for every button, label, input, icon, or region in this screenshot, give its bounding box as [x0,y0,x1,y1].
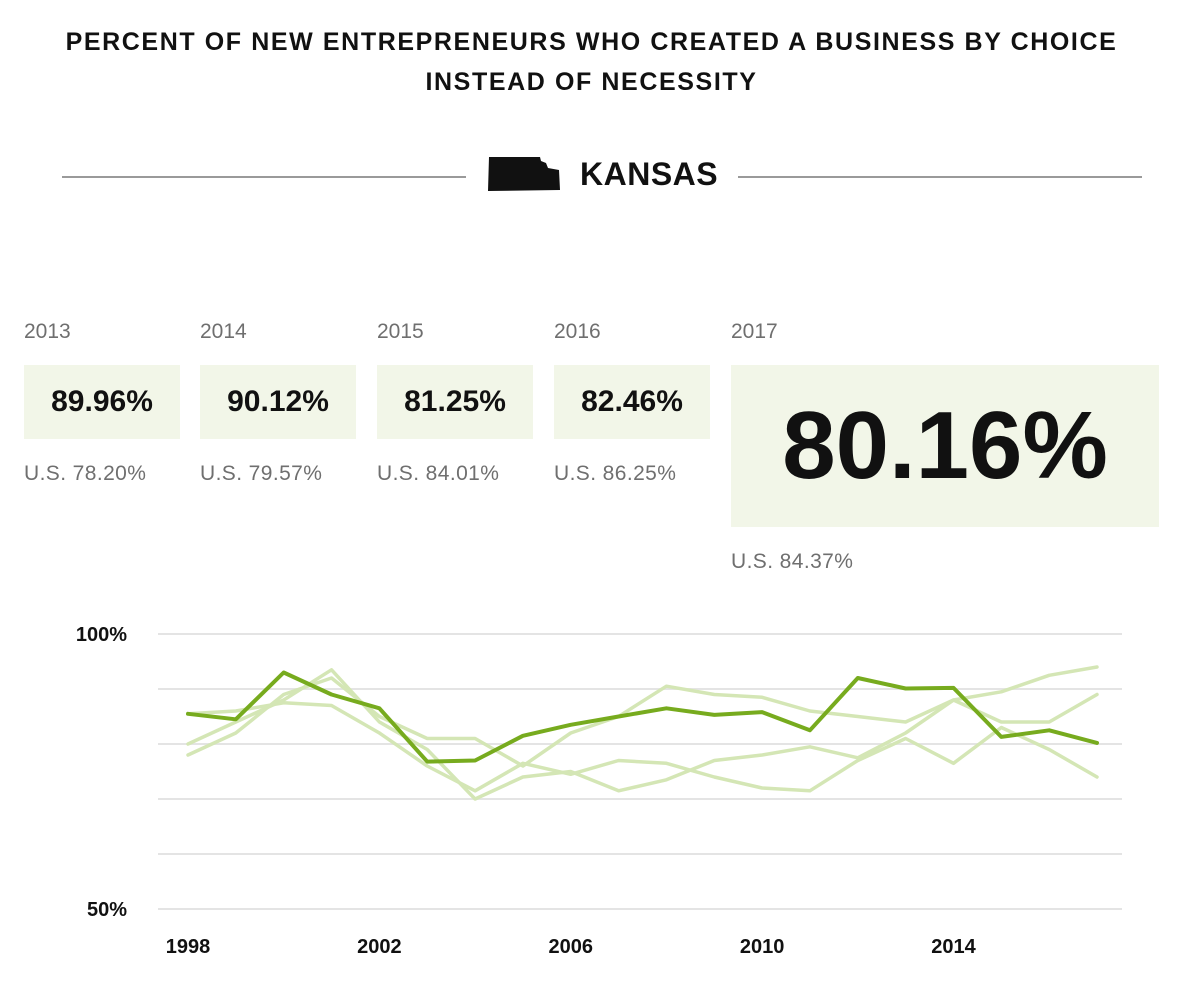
stat-year-2014: 2014 [200,320,247,343]
series-line-kansas [186,670,1099,764]
stat-us-2017: U.S. 84.37% [731,550,854,573]
state-name: KANSAS [580,156,719,192]
chart-title: PERCENT OF NEW ENTREPRENEURS WHO CREATED… [0,22,1183,102]
x-tick-label: 2014 [931,936,976,958]
stat-us-2015: U.S. 84.01% [377,462,500,485]
x-tick-label: 2010 [740,936,785,958]
stat-us-2016: U.S. 86.25% [554,462,677,485]
stat-value-2014: 90.12% [200,365,356,439]
y-tick-label: 100% [76,624,127,646]
state-header: KANSAS [0,150,1183,206]
stat-year-2016: 2016 [554,320,601,343]
stat-year-2013: 2013 [24,320,71,343]
title-line-1: PERCENT OF NEW ENTREPRENEURS WHO CREATED… [65,28,1118,56]
stat-us-2014: U.S. 79.57% [200,462,323,485]
stat-value-2017: 80.16% [731,365,1159,527]
stat-year-2015: 2015 [377,320,424,343]
stat-us-2013: U.S. 78.20% [24,462,147,485]
stat-value-2013: 89.96% [24,365,180,439]
stat-value-2016: 82.46% [554,365,710,439]
line-chart: 100% 50% 1998 2002 2006 2010 2014 [76,624,1122,958]
stat-year-2017: 2017 [731,320,778,343]
series-line-comparison [186,701,1099,793]
kansas-state-icon [488,157,560,191]
y-tick-label: 50% [87,899,127,921]
stat-value-2015: 81.25% [377,365,533,439]
divider-left [62,176,466,178]
x-tick-label: 1998 [166,936,211,958]
series-line-comparison [186,665,1099,768]
x-tick-label: 2006 [548,936,593,958]
divider-right [738,176,1142,178]
title-line-2: INSTEAD OF NECESSITY [425,68,758,96]
x-tick-label: 2002 [357,936,402,958]
